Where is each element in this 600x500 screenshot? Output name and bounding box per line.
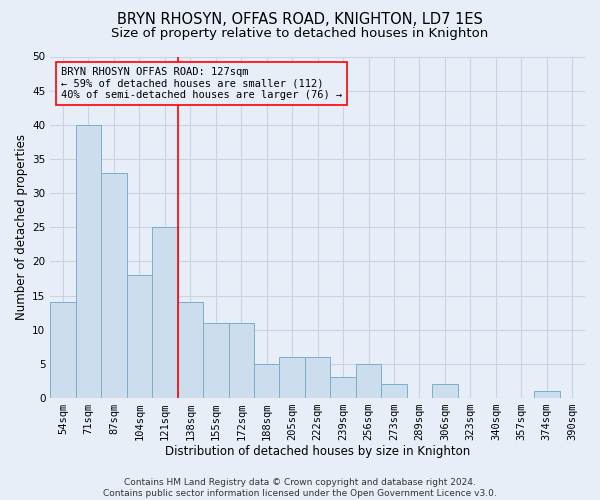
Bar (280, 357, 305, 398)
Bar (331, 378, 356, 398)
Bar (254, 364, 280, 398)
Bar (305, 357, 331, 398)
Bar (432, 384, 458, 398)
Text: BRYN RHOSYN OFFAS ROAD: 127sqm
← 59% of detached houses are smaller (112)
40% of: BRYN RHOSYN OFFAS ROAD: 127sqm ← 59% of … (61, 66, 342, 100)
Bar (152, 227, 178, 398)
Y-axis label: Number of detached properties: Number of detached properties (15, 134, 28, 320)
Bar (76, 125, 101, 398)
Bar (356, 364, 381, 398)
Bar (381, 384, 407, 398)
Text: Size of property relative to detached houses in Knighton: Size of property relative to detached ho… (112, 28, 488, 40)
Bar (178, 302, 203, 398)
Bar (101, 172, 127, 398)
Text: BRYN RHOSYN, OFFAS ROAD, KNIGHTON, LD7 1ES: BRYN RHOSYN, OFFAS ROAD, KNIGHTON, LD7 1… (117, 12, 483, 28)
Bar (229, 323, 254, 398)
Bar (534, 391, 560, 398)
Bar (127, 275, 152, 398)
Text: Contains HM Land Registry data © Crown copyright and database right 2024.
Contai: Contains HM Land Registry data © Crown c… (103, 478, 497, 498)
Bar (203, 323, 229, 398)
Bar (50, 302, 76, 398)
X-axis label: Distribution of detached houses by size in Knighton: Distribution of detached houses by size … (165, 444, 470, 458)
